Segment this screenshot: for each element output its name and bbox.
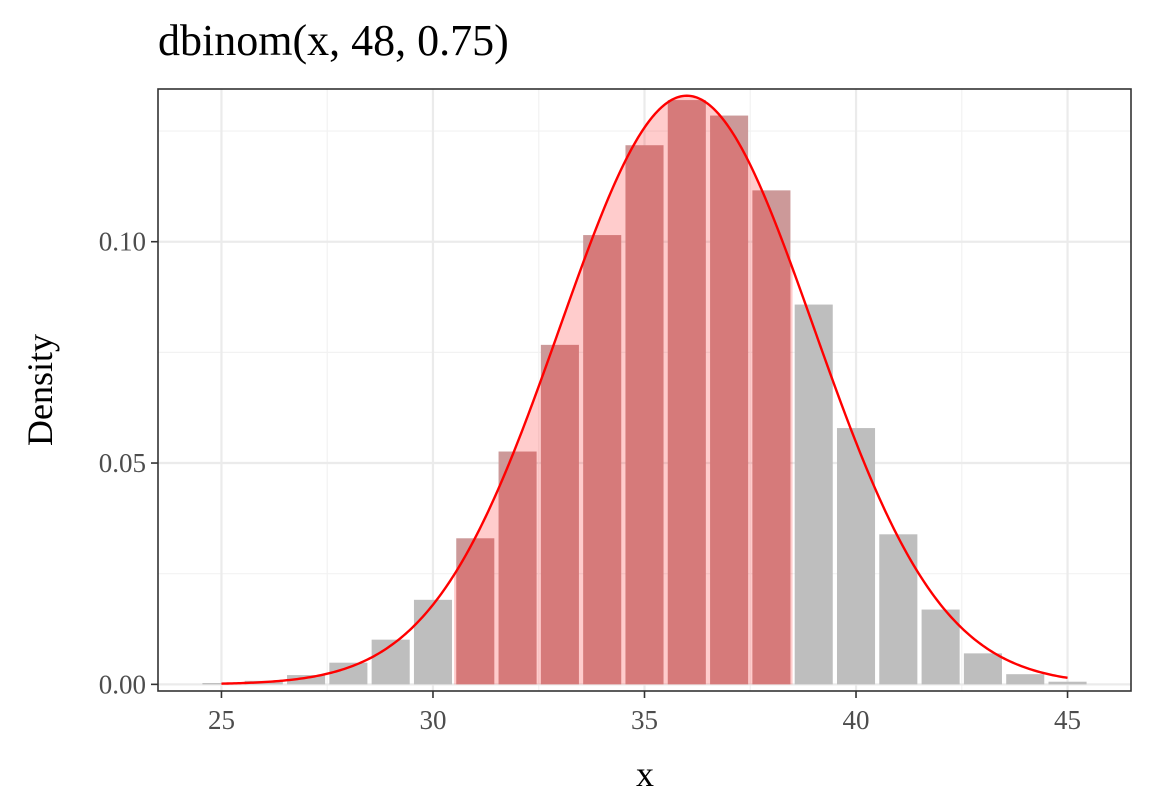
x-tick-label: 45 (1054, 705, 1081, 735)
y-tick-label: 0.05 (99, 448, 146, 478)
bar (879, 534, 918, 685)
x-tick-label: 40 (843, 705, 870, 735)
y-axis-title: Density (20, 334, 60, 446)
bar (287, 675, 326, 685)
y-tick-label: 0.10 (99, 227, 146, 257)
x-tick-label: 25 (208, 705, 235, 735)
bar (583, 235, 622, 685)
bar (540, 344, 579, 685)
bar (498, 451, 537, 685)
bar (710, 115, 749, 685)
bar (667, 100, 706, 685)
bar (413, 599, 453, 685)
bar (329, 662, 368, 685)
bar (625, 145, 664, 685)
bar (202, 683, 241, 685)
bar (921, 609, 960, 685)
x-axis-title: x (636, 754, 654, 794)
bar (1048, 681, 1087, 685)
x-tick-label: 35 (631, 705, 658, 735)
chart-title: dbinom(x, 48, 0.75) (158, 16, 509, 65)
bar (794, 304, 833, 685)
bar (963, 653, 1002, 685)
bar (1006, 674, 1045, 685)
x-tick-label: 30 (419, 705, 446, 735)
y-tick-label: 0.00 (99, 669, 146, 699)
shaded-area (454, 95, 793, 685)
density-curve (221, 94, 1068, 685)
plot-area: 25 30 35 40 45 0.00 0.05 0.10 (99, 88, 1132, 735)
bar (836, 428, 876, 685)
bar (752, 190, 791, 685)
